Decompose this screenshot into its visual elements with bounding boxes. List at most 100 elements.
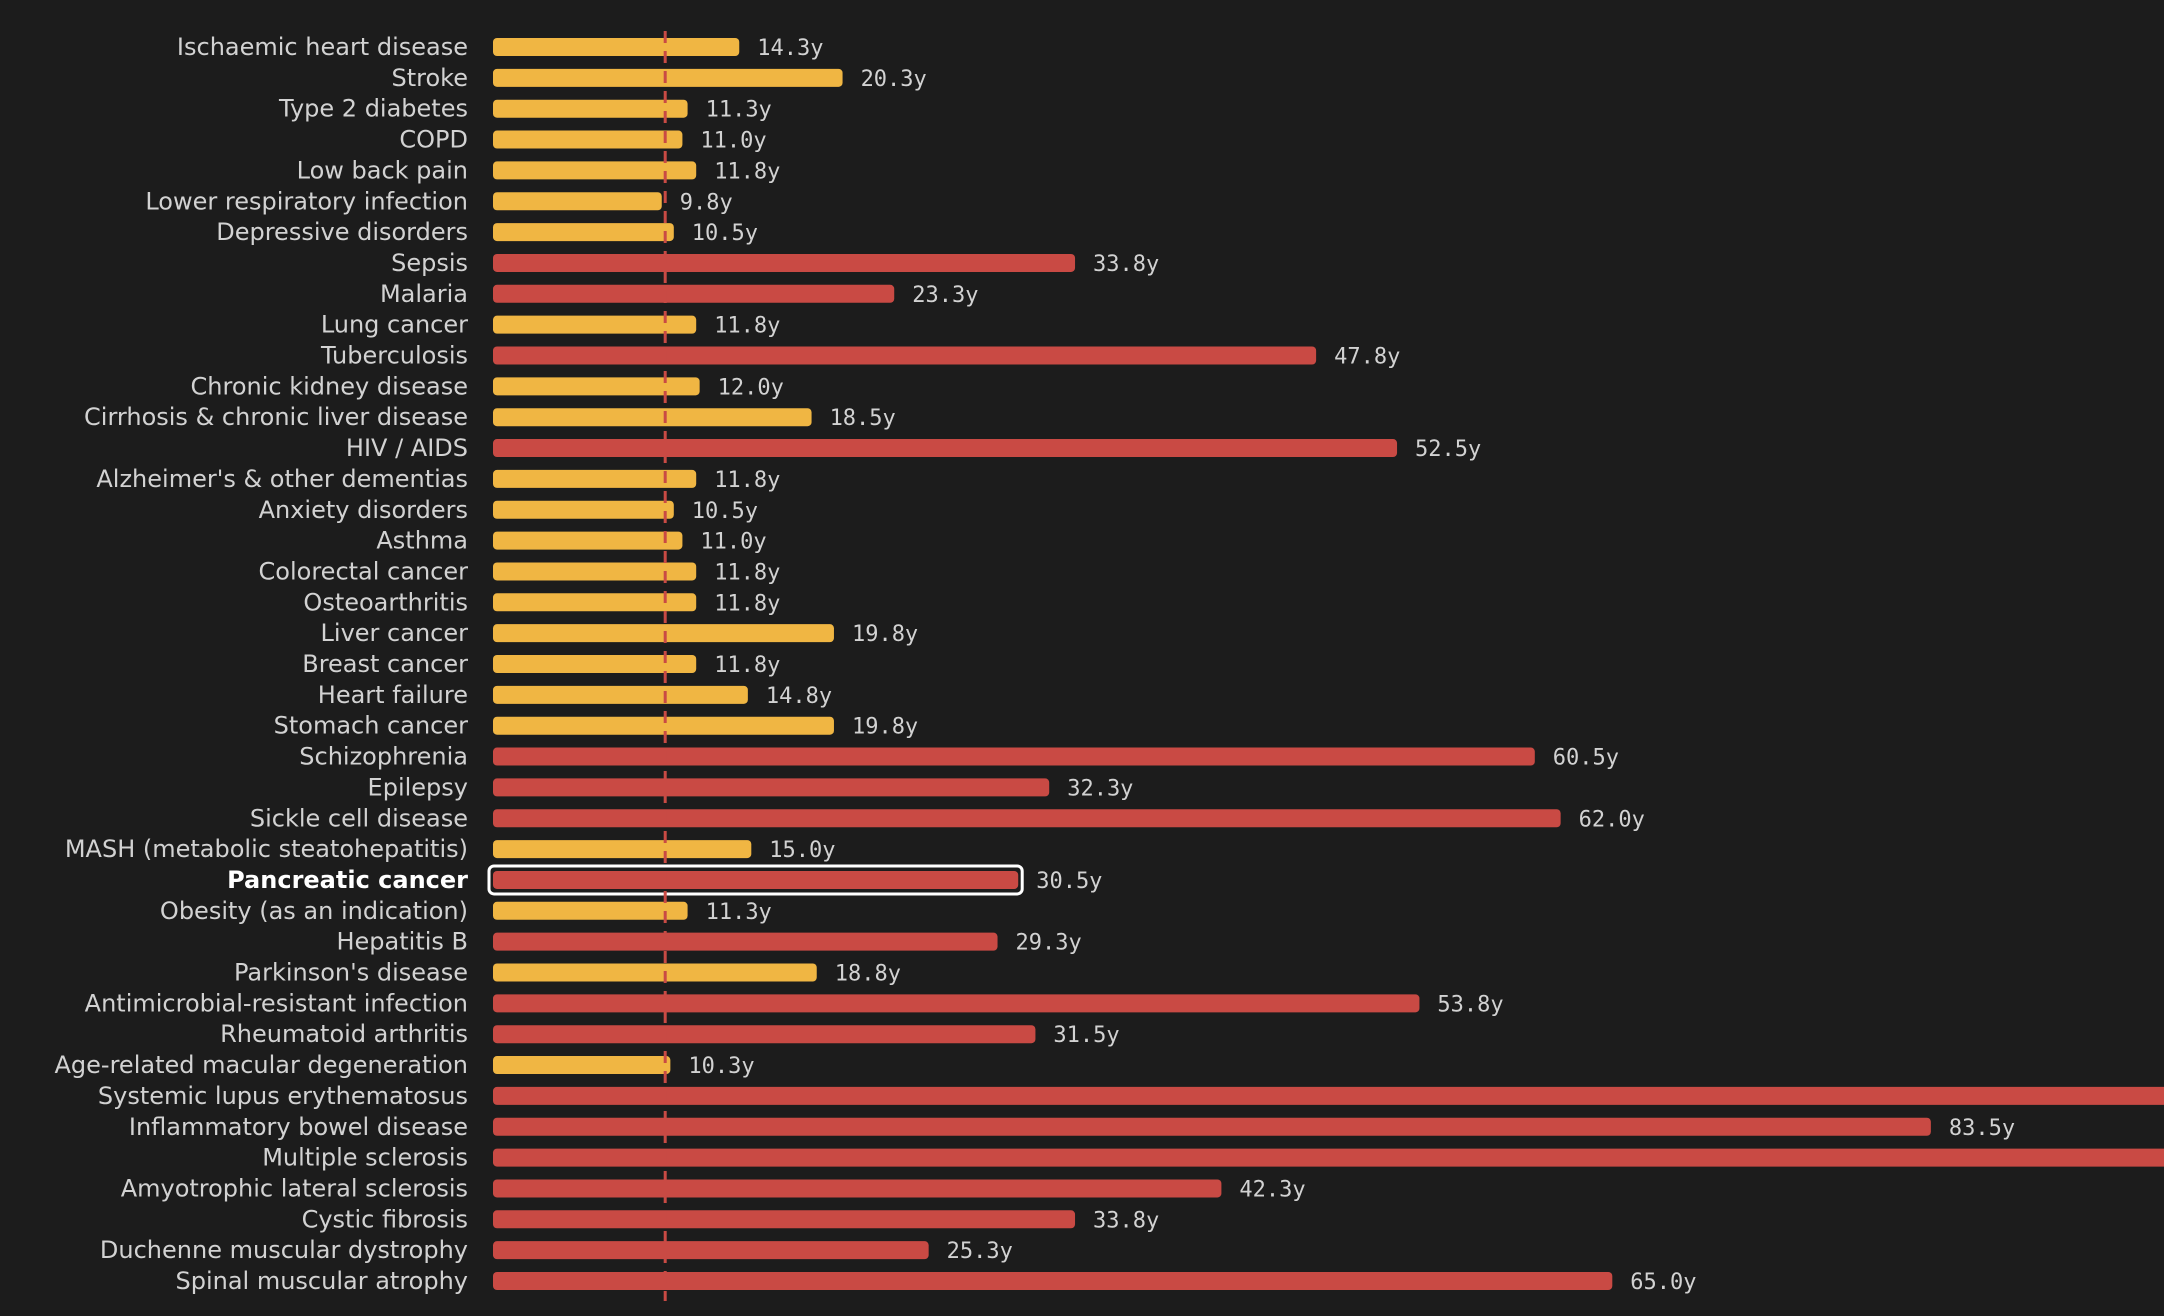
bar-pancreatic-cancer [493,870,1019,889]
value-label-copd: 11.0y [700,129,766,154]
category-label-hiv-aids: HIV / AIDS [346,434,468,462]
bar-low-back-pain [493,161,697,180]
value-label-lung-cancer: 11.8y [714,314,780,339]
value-label-hiv-aids: 52.5y [1415,437,1481,462]
value-label-mash-metabolic-steatohepatitis: 15.0y [769,838,835,863]
category-label-liver-cancer: Liver cancer [321,619,469,647]
value-label-asthma: 11.0y [700,530,766,555]
value-label-breast-cancer: 11.8y [714,653,780,678]
bar-sickle-cell-disease [493,809,1561,828]
bar-mash-metabolic-steatohepatitis [493,840,752,859]
value-label-rheumatoid-arthritis: 31.5y [1053,1023,1119,1048]
bar-stomach-cancer [493,716,834,735]
bar-epilepsy [493,778,1050,797]
category-label-depressive-disorders: Depressive disorders [216,218,468,246]
category-label-low-back-pain: Low back pain [297,156,468,184]
category-label-schizophrenia: Schizophrenia [299,743,468,771]
category-label-asthma: Asthma [376,527,468,555]
category-label-sickle-cell-disease: Sickle cell disease [250,804,468,832]
category-label-inflammatory-bowel-disease: Inflammatory bowel disease [129,1113,468,1141]
value-label-hepatitis-b: 29.3y [1016,931,1082,956]
category-label-systemic-lupus-erythematosus: Systemic lupus erythematosus [98,1082,468,1110]
bar-colorectal-cancer [493,562,697,581]
category-label-parkinson-s-disease: Parkinson's disease [234,959,468,987]
category-label-pancreatic-cancer: Pancreatic cancer [227,866,468,894]
category-label-stroke: Stroke [392,64,468,92]
value-label-parkinson-s-disease: 18.8y [835,962,901,987]
value-label-type-2-diabetes: 11.3y [706,98,772,123]
bar-schizophrenia [493,747,1535,766]
bar-liver-cancer [493,624,834,643]
category-label-chronic-kidney-disease: Chronic kidney disease [191,372,468,400]
bar-tuberculosis [493,346,1317,365]
highlight-outline [487,864,1024,896]
value-label-antimicrobial-resistant-infection: 53.8y [1437,992,1503,1017]
category-label-ischaemic-heart-disease: Ischaemic heart disease [177,33,468,61]
category-label-cystic-fibrosis: Cystic fibrosis [302,1205,468,1233]
category-label-rheumatoid-arthritis: Rheumatoid arthritis [220,1020,468,1048]
bar-obesity-as-an-indication [493,901,688,920]
bars-layer [487,38,2164,1290]
value-label-inflammatory-bowel-disease: 83.5y [1949,1116,2015,1141]
category-label-malaria: Malaria [380,280,468,308]
value-label-colorectal-cancer: 11.8y [714,560,780,585]
category-label-colorectal-cancer: Colorectal cancer [259,557,469,585]
bar-osteoarthritis [493,593,697,612]
category-label-lung-cancer: Lung cancer [321,311,468,339]
category-label-obesity-as-an-indication: Obesity (as an indication) [160,897,468,925]
value-label-spinal-muscular-atrophy: 65.0y [1630,1270,1696,1295]
bar-age-related-macular-degeneration [493,1056,671,1075]
bar-depressive-disorders [493,223,674,242]
bar-inflammatory-bowel-disease [493,1117,1931,1136]
bar-hepatitis-b [493,932,998,951]
bar-sepsis [493,253,1076,272]
value-label-liver-cancer: 19.8y [852,622,918,647]
bar-spinal-muscular-atrophy [493,1272,1613,1290]
category-label-stomach-cancer: Stomach cancer [274,712,469,740]
value-label-chronic-kidney-disease: 12.0y [718,375,784,400]
category-label-alzheimer-s-other-dementias: Alzheimer's & other dementias [96,465,468,493]
category-label-amyotrophic-lateral-sclerosis: Amyotrophic lateral sclerosis [121,1174,468,1202]
bar-duchenne-muscular-dystrophy [493,1241,929,1260]
bar-amyotrophic-lateral-sclerosis [493,1179,1222,1198]
category-label-heart-failure: Heart failure [318,681,468,709]
bar-asthma [493,531,683,550]
category-label-tuberculosis: Tuberculosis [320,342,468,370]
category-label-lower-respiratory-infection: Lower respiratory infection [145,187,468,215]
bar-ischaemic-heart-disease [493,38,740,56]
category-label-duchenne-muscular-dystrophy: Duchenne muscular dystrophy [100,1236,468,1264]
value-label-tuberculosis: 47.8y [1334,345,1400,370]
bar-chronic-kidney-disease [493,377,700,396]
value-label-cystic-fibrosis: 33.8y [1093,1208,1159,1233]
category-label-epilepsy: Epilepsy [368,773,468,801]
category-label-copd: COPD [399,126,468,154]
category-label-multiple-sclerosis: Multiple sclerosis [262,1144,468,1172]
bar-breast-cancer [493,655,697,673]
value-label-cirrhosis-chronic-liver-disease: 18.5y [830,406,896,431]
category-label-breast-cancer: Breast cancer [302,650,468,678]
category-label-age-related-macular-degeneration: Age-related macular degeneration [55,1051,468,1079]
bar-stroke [493,68,843,87]
value-label-lower-respiratory-infection: 9.8y [680,190,733,215]
bar-cystic-fibrosis [493,1210,1076,1229]
bar-parkinson-s-disease [493,963,817,982]
value-label-sepsis: 33.8y [1093,252,1159,277]
bar-lower-respiratory-infection [493,192,662,211]
value-label-low-back-pain: 11.8y [714,159,780,184]
value-label-anxiety-disorders: 10.5y [692,499,758,524]
category-label-antimicrobial-resistant-infection: Antimicrobial-resistant infection [85,989,468,1017]
value-label-malaria: 23.3y [912,283,978,308]
value-label-duchenne-muscular-dystrophy: 25.3y [947,1239,1013,1264]
bar-hiv-aids [493,439,1398,458]
value-label-obesity-as-an-indication: 11.3y [706,900,772,925]
value-label-age-related-macular-degeneration: 10.3y [688,1054,754,1079]
bar-cirrhosis-chronic-liver-disease [493,408,812,427]
value-label-epilepsy: 32.3y [1067,776,1133,801]
bar-heart-failure [493,685,748,704]
bar-lung-cancer [493,315,697,334]
labels-layer: Ischaemic heart disease 14.3y Stroke 20.3y T… [55,33,2016,1295]
value-label-depressive-disorders: 10.5y [692,221,758,246]
value-label-alzheimer-s-other-dementias: 11.8y [714,468,780,493]
bar-antimicrobial-resistant-infection [493,994,1420,1013]
